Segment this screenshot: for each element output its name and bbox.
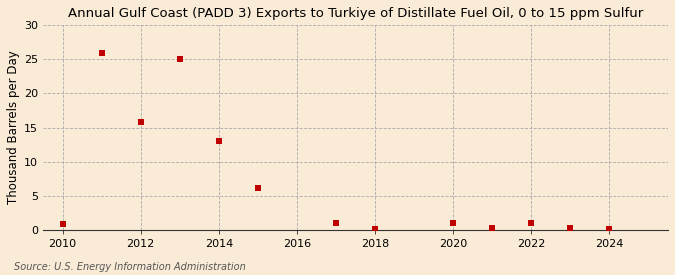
Point bbox=[487, 226, 497, 231]
Point bbox=[370, 227, 381, 231]
Text: Source: U.S. Energy Information Administration: Source: U.S. Energy Information Administ… bbox=[14, 262, 245, 272]
Point bbox=[331, 221, 342, 225]
Point bbox=[174, 57, 185, 62]
Point bbox=[604, 227, 615, 231]
Point bbox=[213, 139, 224, 143]
Point bbox=[136, 120, 146, 124]
Point bbox=[252, 186, 263, 190]
Point bbox=[565, 226, 576, 231]
Title: Annual Gulf Coast (PADD 3) Exports to Turkiye of Distillate Fuel Oil, 0 to 15 pp: Annual Gulf Coast (PADD 3) Exports to Tu… bbox=[68, 7, 643, 20]
Point bbox=[448, 221, 458, 225]
Point bbox=[97, 50, 107, 55]
Y-axis label: Thousand Barrels per Day: Thousand Barrels per Day bbox=[7, 51, 20, 204]
Point bbox=[57, 222, 68, 227]
Point bbox=[526, 221, 537, 225]
